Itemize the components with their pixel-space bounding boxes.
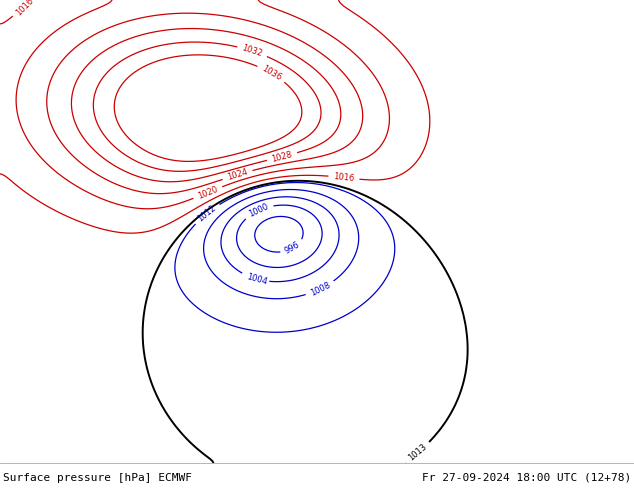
Text: 1024: 1024 (226, 168, 249, 182)
Text: 1012: 1012 (196, 203, 218, 223)
Text: Fr 27-09-2024 18:00 UTC (12+78): Fr 27-09-2024 18:00 UTC (12+78) (422, 473, 631, 483)
Text: 1008: 1008 (309, 280, 332, 297)
Text: 1016: 1016 (15, 0, 36, 17)
Text: 996: 996 (283, 241, 302, 256)
Text: Surface pressure [hPa] ECMWF: Surface pressure [hPa] ECMWF (3, 473, 192, 483)
Text: 1032: 1032 (241, 44, 264, 59)
Text: 1013: 1013 (406, 442, 429, 463)
Text: 1020: 1020 (197, 184, 219, 200)
Text: 1016: 1016 (333, 172, 355, 183)
Text: 1004: 1004 (245, 272, 268, 286)
Text: 1028: 1028 (271, 149, 294, 164)
Text: 1000: 1000 (247, 202, 270, 219)
Text: 1036: 1036 (260, 64, 283, 82)
